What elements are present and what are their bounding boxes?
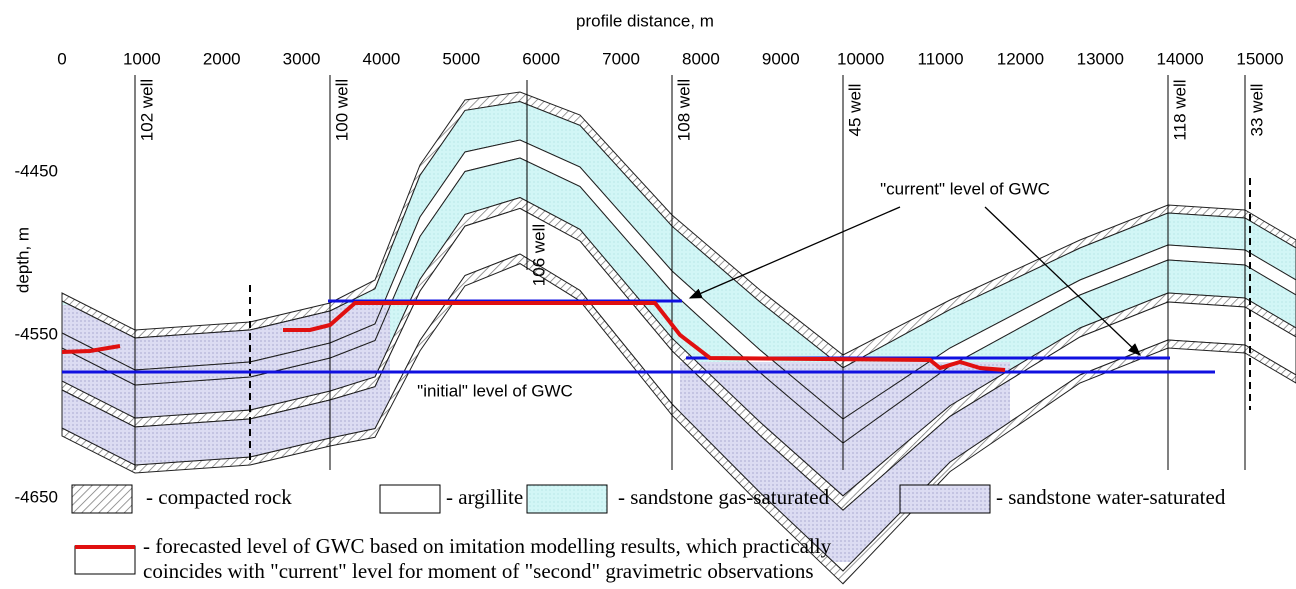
well-label: 118 well	[1170, 79, 1189, 140]
legend-swatch	[71, 484, 133, 514]
y-tick-label: -4650	[15, 487, 58, 506]
legend-label: - sandstone water-saturated	[996, 485, 1226, 509]
x-tick-label: 2000	[203, 49, 241, 68]
well-label: 108 well	[674, 79, 693, 141]
x-tick-label: 9000	[762, 49, 800, 68]
well-label: 100 well	[332, 79, 351, 141]
annotation: "current" level of GWC	[880, 179, 1050, 198]
legend-label: - compacted rock	[146, 485, 292, 509]
x-tick-label: 1000	[123, 49, 161, 68]
legend-label: - argillite	[446, 485, 523, 509]
well-label: 33 well	[1247, 84, 1266, 137]
annotation: "initial" level of GWC	[417, 381, 573, 400]
legend-label: - sandstone gas-saturated	[618, 485, 830, 509]
y-tick-label: -4550	[15, 324, 58, 343]
arrow	[984, 206, 1141, 356]
legend-note: - forecasted level of GWC based on imita…	[143, 534, 832, 558]
wells: 102 well 100 well 106 well 108 well 45 well 1…	[134, 75, 1266, 470]
x-tick-label: 0	[57, 49, 66, 68]
legend-note: coincides with "current" level for momen…	[143, 559, 814, 583]
axes: 0 1000 2000 3000 4000 5000 6000 7000 8000 9000 100…	[15, 49, 1284, 506]
well-label: 45 well	[845, 84, 864, 137]
y-tick-label: -4450	[15, 161, 58, 180]
x-tick-label: 10000	[837, 49, 884, 68]
cross-section	[61, 91, 1296, 585]
legend-swatch	[379, 484, 441, 514]
legend-swatch	[899, 484, 991, 514]
x-tick-label: 7000	[602, 49, 640, 68]
well-label: 106 well	[529, 224, 548, 286]
axis-title: depth, m	[13, 227, 32, 293]
x-tick-label: 3000	[283, 49, 321, 68]
x-tick-label: 15000	[1236, 49, 1283, 68]
legend-swatch	[526, 484, 608, 514]
well-label: 102 well	[137, 79, 156, 141]
forecast-gwc	[283, 301, 1006, 372]
legend-swatch	[74, 545, 136, 575]
x-tick-label: 5000	[442, 49, 480, 68]
forecast-gwc	[61, 344, 121, 354]
x-tick-label: 12000	[997, 49, 1044, 68]
axis-title: profile distance, m	[576, 11, 714, 30]
x-tick-label: 14000	[1156, 49, 1203, 68]
x-tick-label: 4000	[363, 49, 401, 68]
x-tick-label: 6000	[522, 49, 560, 68]
arrow	[688, 206, 901, 299]
x-tick-label: 11000	[918, 49, 964, 68]
legend: - compacted rock - argillite - sandstone…	[71, 484, 1226, 583]
rock-layer	[61, 253, 1296, 585]
x-tick-label: 13000	[1077, 49, 1124, 68]
x-tick-label: 8000	[682, 49, 720, 68]
